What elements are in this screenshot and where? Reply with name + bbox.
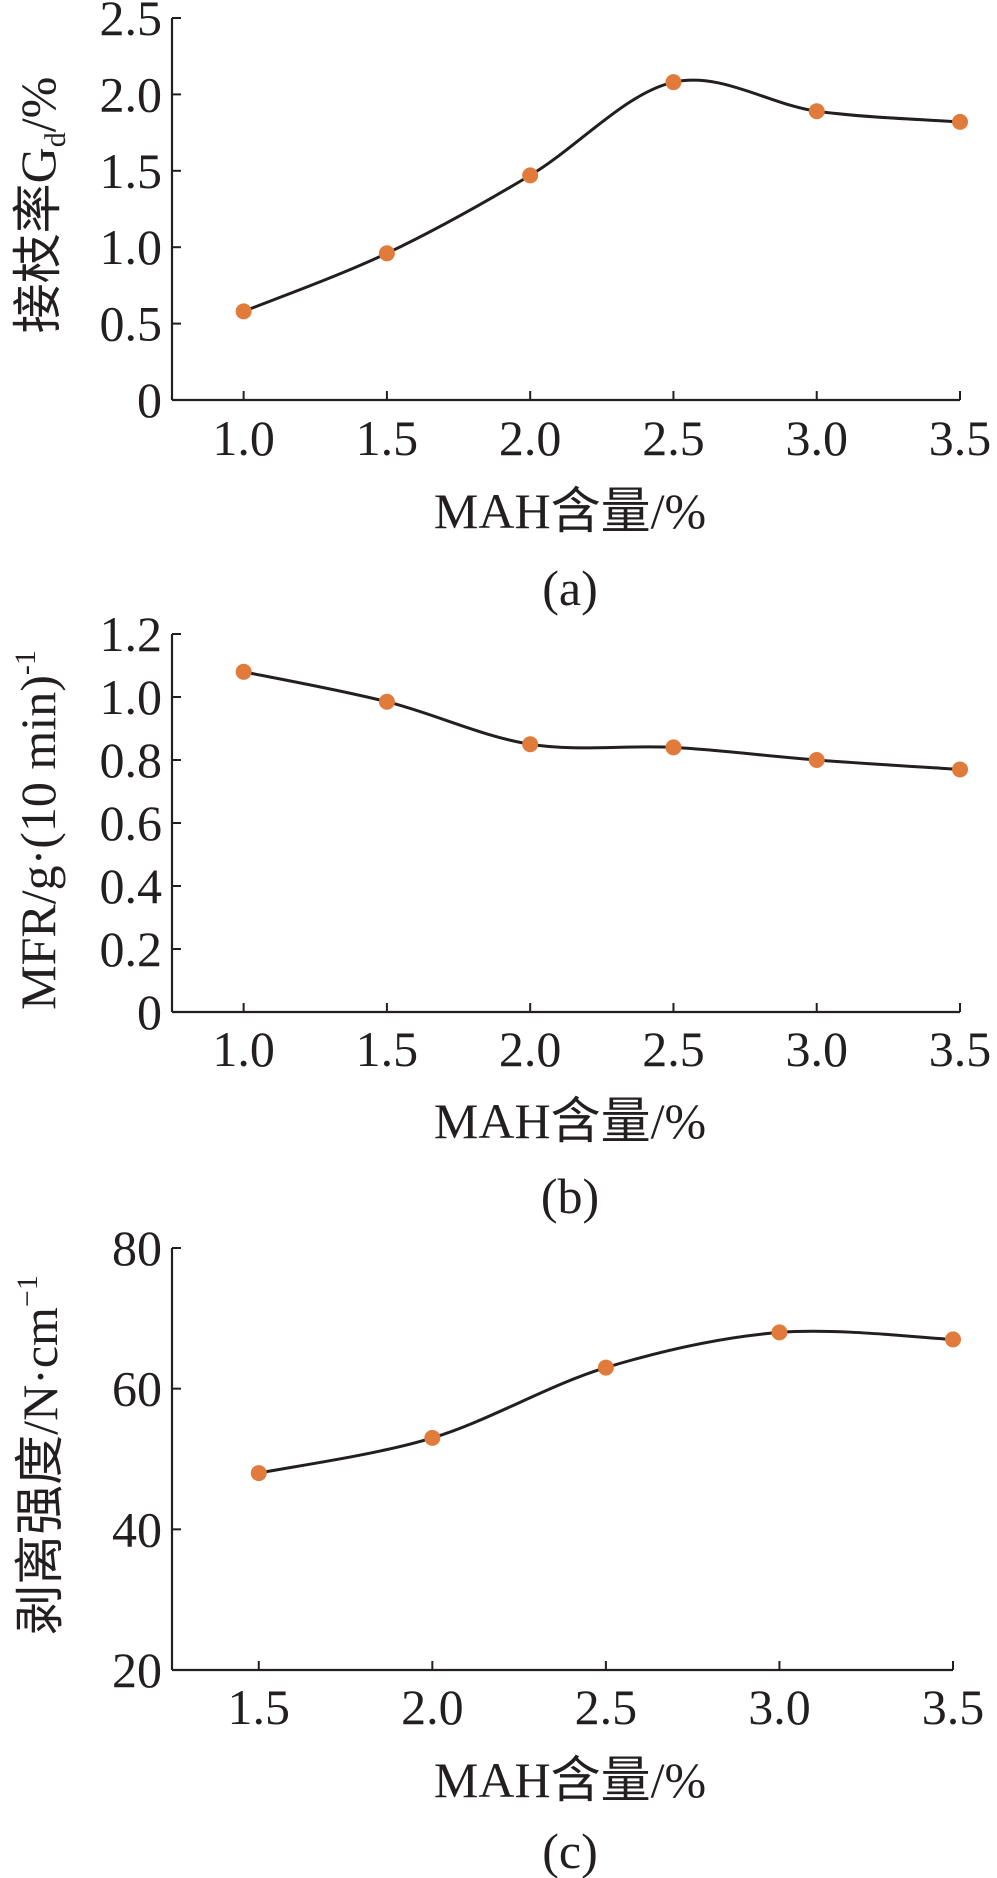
panel-a-y-tick-label: 1.0 xyxy=(100,219,163,275)
panel-b-y-tick-label: 0.2 xyxy=(100,921,163,977)
panel-b-x-tick-label: 1.5 xyxy=(356,1021,419,1077)
panel-a-data-point xyxy=(378,245,395,262)
panel-a-y-axis-title-subscript: d xyxy=(39,132,72,147)
panel-a-y-axis-title-unit: /% xyxy=(10,77,66,133)
panel-b-y-tick-label: 0.6 xyxy=(100,795,163,851)
panel-c-plot-area: 20 40 60 80 1.5 2.0 2.5 3.0 3.5 xyxy=(112,1220,984,1735)
panel-a-x-axis-title: MAH含量/% xyxy=(434,483,706,539)
panel-a-y-tick-label: 1.5 xyxy=(100,143,163,199)
panel-a-data-point xyxy=(952,113,968,130)
panel-b-y-tick-label: 0.4 xyxy=(100,858,163,914)
panel-c-x-tick-label: 2.5 xyxy=(575,1679,638,1735)
panel-b-plot-area: 0 0.2 0.4 0.6 0.8 1.0 1.2 1.0 1.5 2.0 2.5 3.0 3.5 xyxy=(100,606,992,1077)
panel-a-plot-area: 0 0.5 1.0 1.5 2.0 2.5 1.0 1.5 2.0 2.5 3.0 3.5 xyxy=(100,0,992,466)
panel-b-x-tick-label: 1.0 xyxy=(212,1021,275,1077)
panel-a-x-tick-label: 2.5 xyxy=(642,410,705,466)
panel-b-y-tick-label: 0.8 xyxy=(100,732,163,788)
panel-a-data-point xyxy=(522,167,539,184)
panel-b-data-point xyxy=(378,693,395,710)
panel-a-y-axis-title: 接枝率Gd/% xyxy=(10,77,72,334)
panel-c-data-point xyxy=(597,1359,614,1376)
panel-b-y-axis-title-superscript: -1 xyxy=(9,650,42,675)
panel-c-y-tick-label: 80 xyxy=(112,1220,162,1276)
panel-b-y-axis-title-main: MFR/g·(10 min) xyxy=(10,675,66,1010)
panel-a-data-point xyxy=(665,74,682,91)
panel-c-data-point xyxy=(945,1331,961,1348)
panel-b-y-tick-label: 0 xyxy=(137,984,162,1040)
panel-c-x-axis-title: MAH含量/% xyxy=(434,1752,706,1808)
panel-a-x-tick-label: 1.5 xyxy=(356,410,419,466)
panel-c-y-tick-label: 40 xyxy=(112,1501,162,1557)
panel-a-x-tick-label: 3.0 xyxy=(785,410,848,466)
panel-b-y-tick-label: 1.2 xyxy=(100,606,163,662)
panel-a-grafting-rate-chart: 0 0.5 1.0 1.5 2.0 2.5 1.0 1.5 2.0 2.5 3.0 3.5 MAH含量… xyxy=(10,0,991,616)
panel-a-caption: (a) xyxy=(542,560,598,616)
panel-b-melt-flow-rate-chart: 0 0.2 0.4 0.6 0.8 1.0 1.2 1.0 1.5 2.0 2.5 3.0 3.5 MA… xyxy=(9,606,991,1224)
panel-b-y-axis-title: MFR/g·(10 min)-1 xyxy=(9,650,66,1010)
panel-a-y-tick-label: 0.5 xyxy=(100,296,163,352)
panel-b-data-point xyxy=(522,736,539,753)
panel-c-x-tick-label: 1.5 xyxy=(228,1679,291,1735)
panel-c-y-tick-label: 20 xyxy=(112,1642,162,1698)
panel-a-y-axis-title-main: 接枝率G xyxy=(10,147,66,333)
panel-c-data-point xyxy=(771,1324,788,1341)
panel-c-caption: (c) xyxy=(542,1823,598,1878)
panel-a-x-tick-label: 3.5 xyxy=(929,410,992,466)
panel-b-data-point xyxy=(808,752,825,768)
panel-b-x-tick-label: 2.0 xyxy=(499,1021,562,1077)
panel-c-y-axis-title-superscript: −1 xyxy=(11,1275,44,1307)
panel-a-x-tick-label: 1.0 xyxy=(212,410,275,466)
panel-a-y-tick-label: 0 xyxy=(137,372,162,428)
panel-a-data-point xyxy=(235,303,252,320)
panel-b-x-tick-label: 3.5 xyxy=(929,1021,992,1077)
panel-c-x-tick-label: 3.0 xyxy=(748,1679,811,1735)
panel-a-y-tick-label: 2.0 xyxy=(100,66,163,122)
panel-b-x-axis-title: MAH含量/% xyxy=(434,1093,706,1149)
panel-b-data-point xyxy=(952,761,968,778)
panel-c-peel-strength-chart: 20 40 60 80 1.5 2.0 2.5 3.0 3.5 MAH含量/% 剥离强度/N·c… xyxy=(11,1220,984,1878)
panel-a-data-point xyxy=(808,103,825,120)
panel-c-series-line xyxy=(257,1329,955,1475)
panel-a-series-line xyxy=(242,78,962,313)
panel-b-caption: (b) xyxy=(541,1168,599,1224)
panel-b-y-tick-label: 1.0 xyxy=(100,669,163,725)
panel-a-y-tick-label: 2.5 xyxy=(100,0,163,46)
panel-b-series-line xyxy=(242,670,962,771)
panel-c-x-tick-label: 2.0 xyxy=(401,1679,464,1735)
panel-b-data-point xyxy=(235,663,252,680)
panel-b-x-tick-label: 3.0 xyxy=(785,1021,848,1077)
panel-c-y-axis-title: 剥离强度/N·cm−1 xyxy=(11,1275,68,1635)
panel-b-data-point xyxy=(665,739,682,756)
panel-a-x-tick-label: 2.0 xyxy=(499,410,562,466)
panel-b-x-tick-label: 2.5 xyxy=(642,1021,705,1077)
panel-c-y-tick-label: 60 xyxy=(112,1361,162,1417)
panel-c-data-point xyxy=(250,1465,267,1482)
panel-c-y-axis-title-main: 剥离强度/N·cm xyxy=(12,1307,68,1635)
panel-c-x-tick-label: 3.5 xyxy=(922,1679,985,1735)
panel-c-data-point xyxy=(424,1429,441,1446)
